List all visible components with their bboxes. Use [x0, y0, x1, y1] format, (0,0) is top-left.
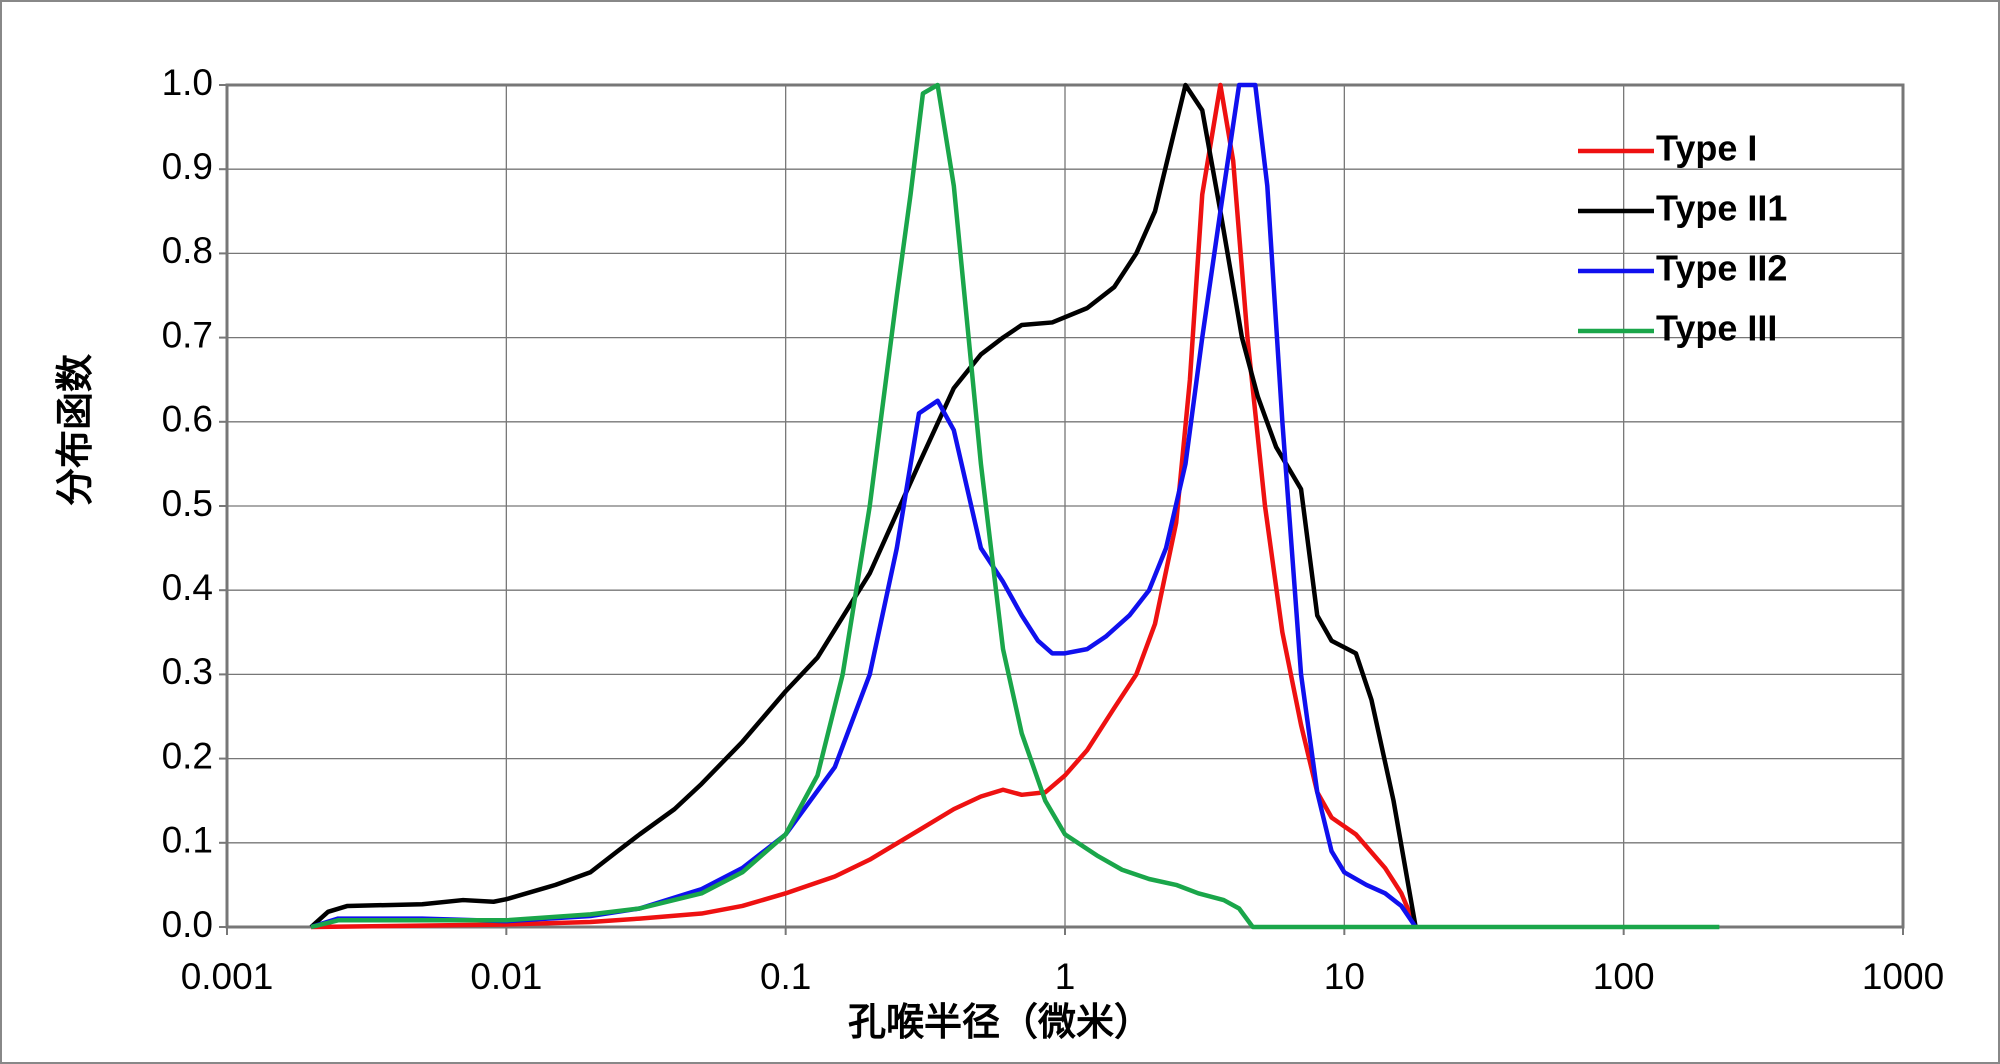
y-tick-label: 0.0 [162, 904, 213, 945]
y-tick-label: 0.7 [162, 314, 213, 355]
x-tick-label: 100 [1593, 956, 1655, 997]
data-line [310, 82, 1418, 930]
y-tick-label: 0.3 [162, 651, 213, 692]
y-axis-label: 分布函数 [55, 354, 97, 506]
plot-frame [225, 83, 1905, 929]
y-tick-label: 0.6 [162, 399, 213, 440]
x-tick-label: 1000 [1862, 956, 1944, 997]
legend-label: Type II2 [1656, 248, 1787, 289]
x-axis-label: 孔喉半径（微米） [848, 1002, 1152, 1044]
legend-label: Type III [1656, 308, 1777, 349]
legend-label: Type II1 [1656, 188, 1787, 229]
x-tick-label: 0.001 [181, 956, 274, 997]
x-tick-label: 10 [1324, 956, 1365, 997]
y-tick-label: 0.2 [162, 735, 213, 776]
x-tick-label: 1 [1055, 956, 1076, 997]
data-line [311, 82, 1418, 930]
y-tick-label: 0.5 [162, 483, 213, 524]
data-line [310, 82, 1720, 930]
y-tick-label: 0.8 [162, 230, 213, 271]
y-tick-label: 0.1 [162, 820, 213, 861]
y-tick-label: 0.4 [162, 567, 213, 608]
y-tick-label: 0.9 [162, 146, 213, 187]
x-tick-label: 0.1 [760, 956, 811, 997]
x-tick-label: 0.01 [470, 956, 542, 997]
legend-label: Type I [1656, 128, 1757, 169]
data-line [309, 82, 1418, 929]
y-tick-label: 1.0 [162, 62, 213, 103]
